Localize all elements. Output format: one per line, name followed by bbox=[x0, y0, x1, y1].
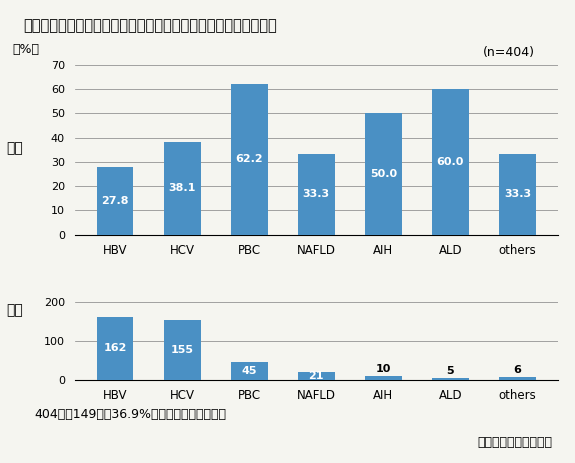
Bar bbox=[97, 167, 133, 235]
Bar bbox=[298, 371, 335, 380]
Text: 33.3: 33.3 bbox=[504, 189, 531, 199]
Text: 45: 45 bbox=[242, 366, 257, 376]
Bar bbox=[432, 89, 469, 235]
Bar bbox=[231, 363, 267, 380]
Text: 404人中149人（36.9%）が痒みを感じている: 404人中149人（36.9%）が痒みを感じている bbox=[34, 408, 227, 421]
Text: 60.0: 60.0 bbox=[437, 157, 464, 167]
Bar bbox=[365, 376, 402, 380]
Bar bbox=[499, 377, 536, 380]
Text: 62.2: 62.2 bbox=[235, 154, 263, 164]
Bar bbox=[365, 113, 402, 235]
Text: 33.3: 33.3 bbox=[302, 189, 330, 199]
Text: 155: 155 bbox=[171, 345, 194, 355]
Text: 頻度: 頻度 bbox=[6, 141, 23, 155]
Text: (n=404): (n=404) bbox=[483, 46, 535, 59]
Text: 162: 162 bbox=[104, 344, 126, 353]
Text: 6: 6 bbox=[513, 365, 522, 375]
Bar bbox=[164, 320, 201, 380]
Text: 図１　当院のアンケート調査による慢性肝疾患患者の痒みの頻度: 図１ 当院のアンケート調査による慢性肝疾患患者の痒みの頻度 bbox=[23, 19, 277, 33]
Text: 38.1: 38.1 bbox=[168, 183, 196, 194]
Bar bbox=[231, 84, 267, 235]
Bar bbox=[97, 317, 133, 380]
Text: 札幌厚生病院肝臓内科: 札幌厚生病院肝臓内科 bbox=[477, 436, 552, 449]
Text: 27.8: 27.8 bbox=[101, 196, 129, 206]
Text: 5: 5 bbox=[447, 366, 454, 376]
Bar bbox=[164, 142, 201, 235]
Bar bbox=[298, 154, 335, 235]
Text: 21: 21 bbox=[309, 370, 324, 381]
Bar bbox=[499, 154, 536, 235]
Text: 10: 10 bbox=[375, 364, 391, 374]
Text: 50.0: 50.0 bbox=[370, 169, 397, 179]
Text: 人数: 人数 bbox=[6, 303, 23, 317]
Text: （%）: （%） bbox=[12, 44, 39, 56]
Bar bbox=[432, 378, 469, 380]
